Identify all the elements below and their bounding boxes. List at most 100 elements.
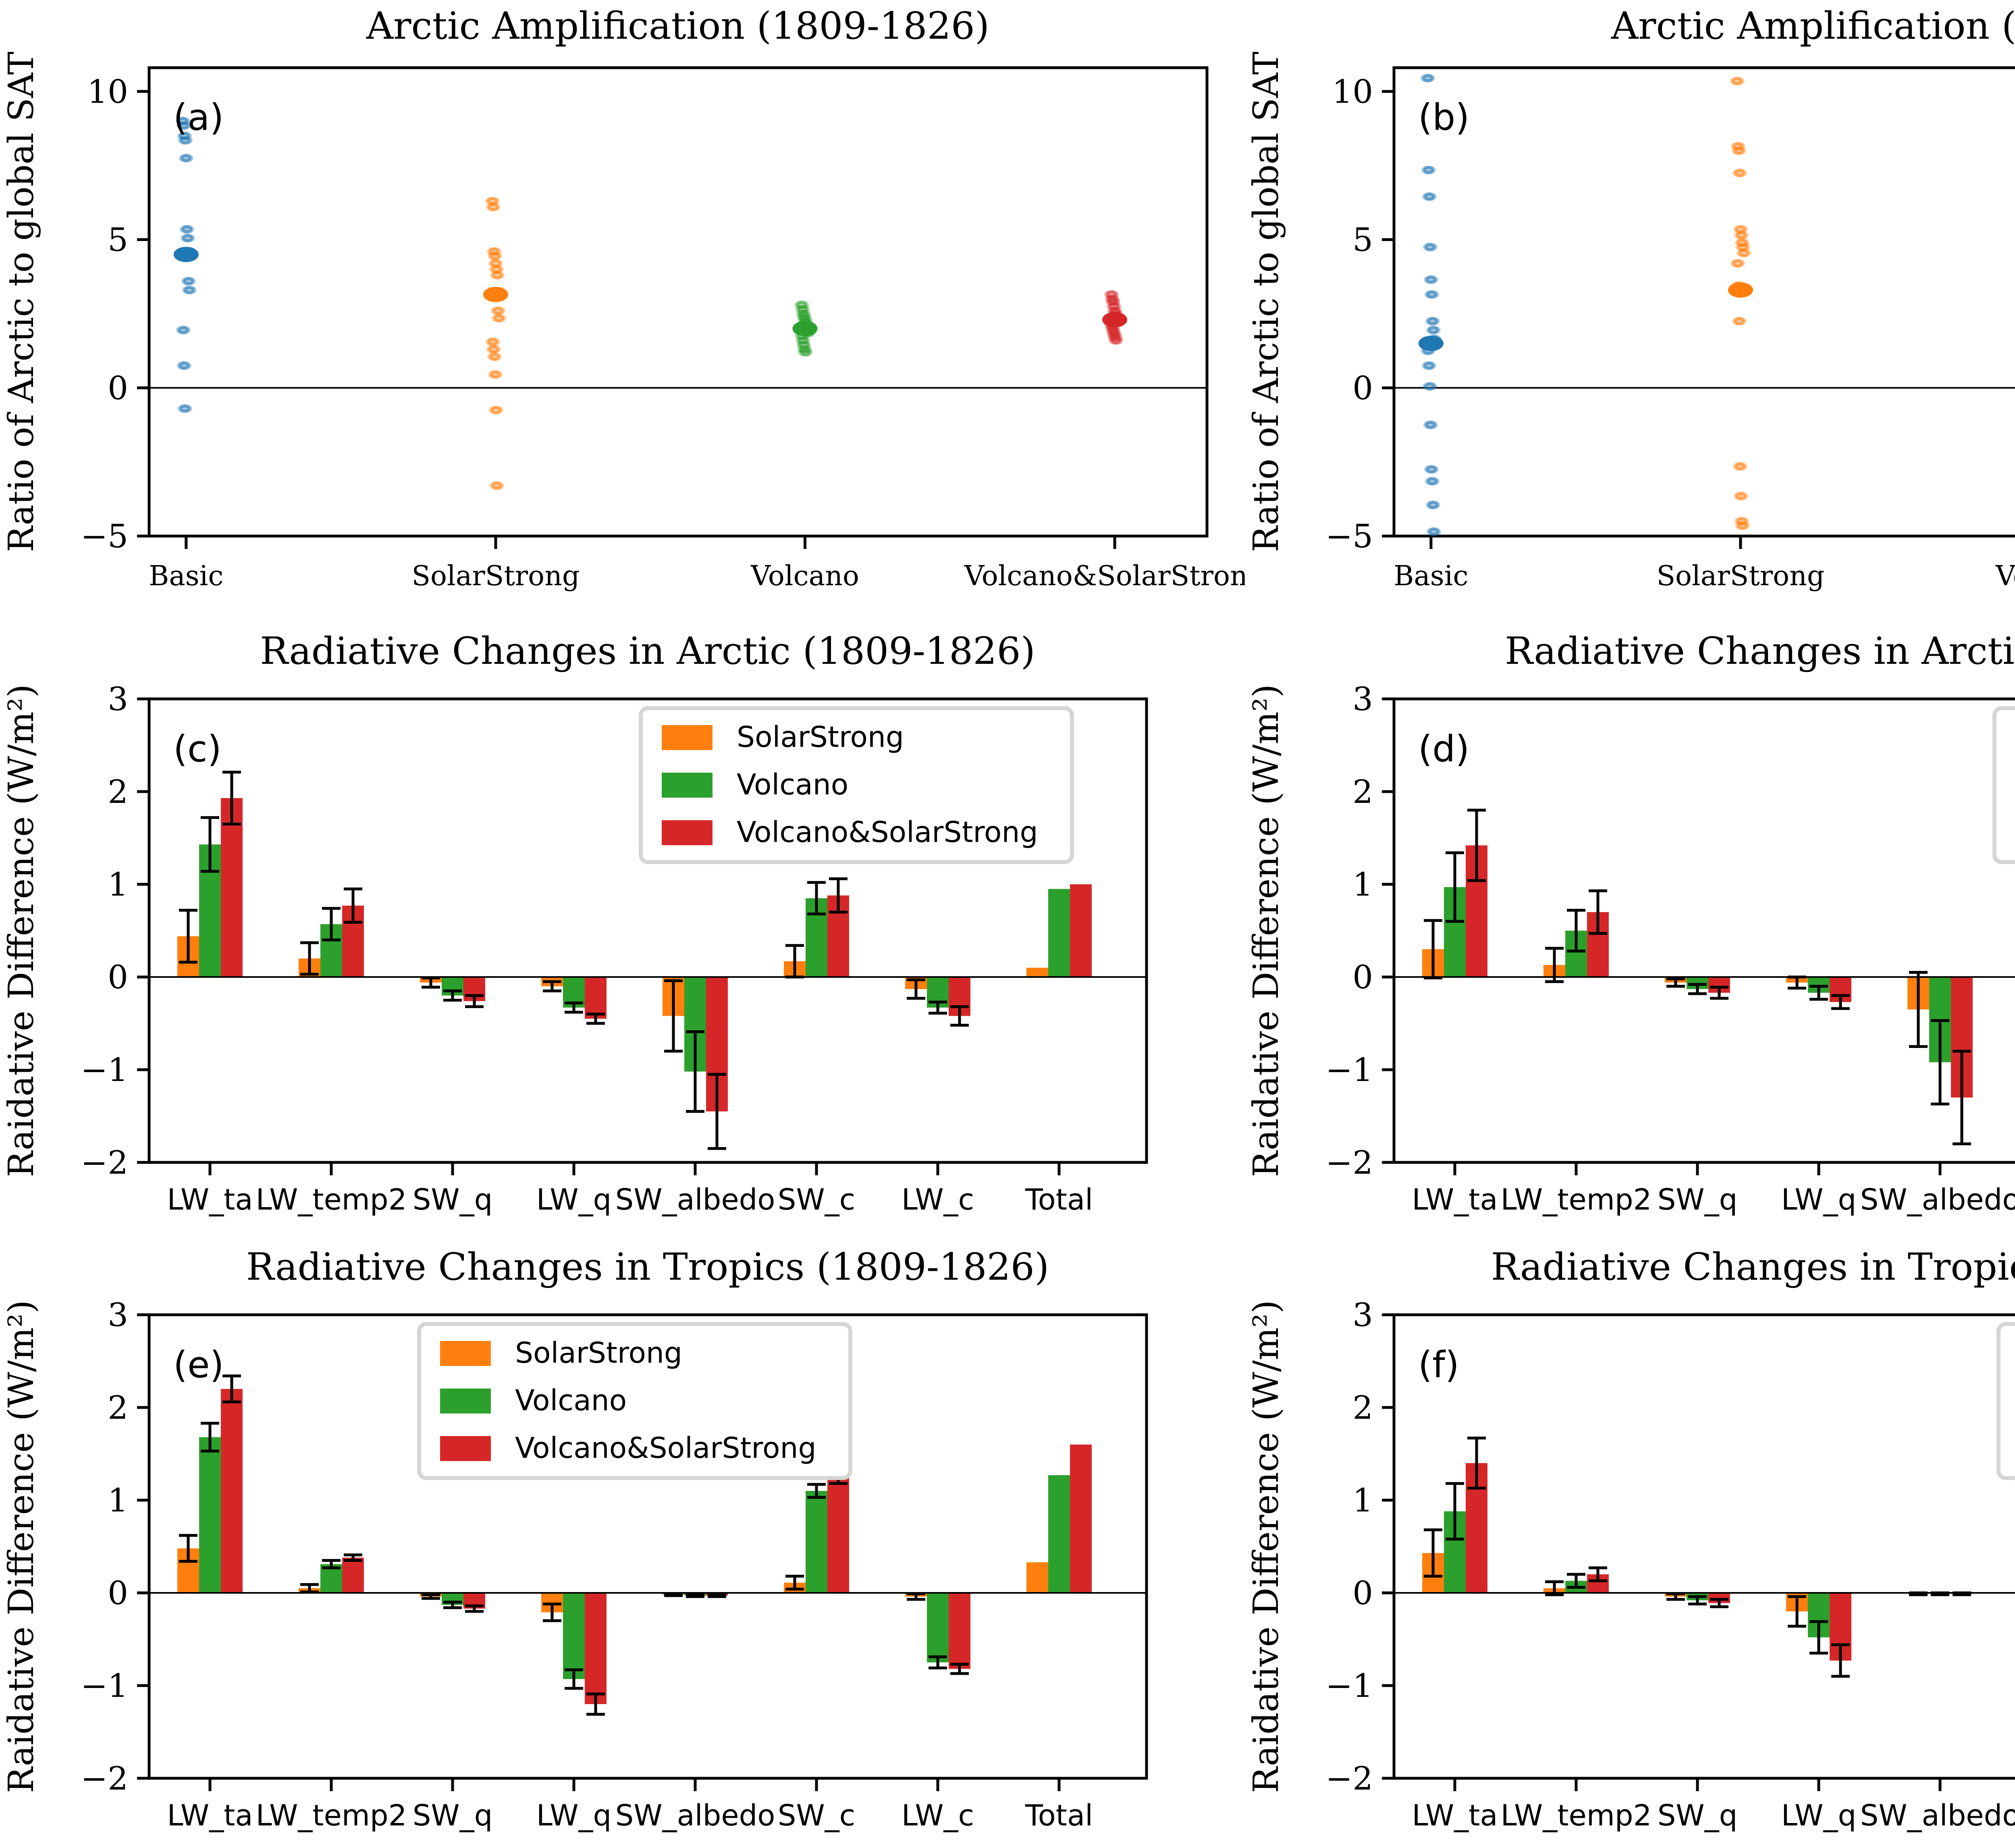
x-tick-label: LW_q [1781,1798,1856,1832]
bar [1048,889,1070,977]
x-tick-label: SW_q [1658,1798,1738,1832]
scatter-point-ring [491,482,503,490]
scatter-point-ring [1428,528,1440,536]
x-tick-label: Volcano [750,560,859,592]
y-tick-label: −2 [81,1144,128,1181]
scatter-point-ring [181,154,192,162]
bar [585,1593,607,1704]
scatter-point-ring [1426,291,1438,299]
x-tick-label: SW_albedo [1860,1183,2015,1216]
y-tick-label: 1 [1352,1482,1373,1519]
plot-box [147,697,1148,1164]
panel-c-chart: Radiative Changes in Arctic (1809-1826) … [1,629,1148,1216]
x-tick-label: Volcano&SolarStrong [964,560,1245,592]
plot-area: −5 0 5 10 Basic SolarStrong Volcano Volcano&Sol… [81,66,1245,592]
panel-title: Radiative Changes in Tropics (1809-1826) [246,1245,1049,1289]
scatter-point-ring [1424,382,1435,391]
plot-box [1392,697,2015,1164]
y-tick-label: 0 [108,369,128,407]
x-tick-label: SW_q [1658,1183,1738,1216]
x-tick-label: LW_ta [167,1798,253,1832]
bar [1048,1475,1070,1593]
panel-letter: (b) [1418,96,1469,139]
legend-swatch [662,773,713,798]
panel-a-chart: Arctic Amplification (1809-1826) Ratio o… [1,4,1245,592]
panel-a: Arctic Amplification (1809-1826) Ratio o… [0,0,1245,616]
panel-d: Radiative Changes in Arctic (1821-1826) … [1245,616,2015,1232]
legend-label: Volcano&SolarStrong [737,815,1038,849]
scatter-point-ring [182,234,193,242]
bar [585,977,607,1019]
bar [806,1491,827,1593]
scatter-point-ring [1425,276,1437,284]
scatter-point-ring [1735,492,1747,500]
panel-b-chart: Arctic Amplification (1821-1826) Ratio o… [1246,4,2015,592]
y-axis-label: Raidative Difference (W/m²) [1246,684,1286,1177]
panel-d-chart: Radiative Changes in Arctic (1821-1826) … [1246,629,2015,1216]
y-tick-label: 0 [1352,958,1373,996]
x-tick-label: LW_temp2 [1501,1183,1652,1216]
y-tick-label: 0 [108,1574,128,1612]
legend-box [639,706,1074,864]
x-tick-label: SW_c [778,1183,855,1216]
scatter-point-ring [179,362,190,370]
scatter-point-ring [1425,421,1436,429]
panel-title: Radiative Changes in Arctic (1821-1826) [1505,629,2015,673]
x-tick-label: Total [1025,1183,1093,1216]
scatter-point-ring [1735,462,1746,470]
scatter-point-ring [493,314,505,322]
panel-title: Arctic Amplification (1821-1826) [1611,4,2015,48]
scatter-point-ring [1734,169,1745,177]
panel-title: Arctic Amplification (1809-1826) [366,4,989,48]
panel-letter: (f) [1418,1344,1459,1386]
bar [1070,884,1092,977]
x-tick-label: Basic [149,560,223,592]
scatter-point-ring [1427,477,1438,485]
y-tick-label: 10 [87,73,128,110]
y-axis-label: Ratio of Arctic to global SAT [1246,52,1286,552]
scatter-point-ring [178,326,189,334]
legend-label: SolarStrong [515,1336,682,1370]
x-tick-label: LW_temp2 [1501,1798,1652,1832]
scatter-point-ring [487,338,499,346]
y-tick-label: 1 [1352,866,1373,903]
bar [827,1477,849,1593]
panel-e: Radiative Changes in Tropics (1809-1826)… [0,1232,1245,1848]
scatter-point-ring [1733,147,1745,155]
y-tick-label: 1 [108,1482,128,1519]
mean-point [1418,335,1444,351]
y-tick-label: 10 [1332,73,1373,110]
x-tick-label: LW_ta [167,1183,253,1216]
bar [221,798,243,977]
x-tick-label: LW_ta [1412,1183,1498,1216]
panel-f: Radiative Changes in Tropics (1821-1826)… [1245,1232,2015,1848]
scatter-point-ring [1738,249,1749,257]
scatter-point-ring [492,271,503,279]
mean-point [173,247,199,262]
panel-letter: (d) [1418,728,1469,770]
scatter-point-ring [1427,317,1438,325]
legend-label: Volcano&SolarStrong [515,1431,816,1465]
legend-swatch [440,1389,491,1414]
y-tick-label: 3 [108,680,128,718]
scatter-point-ring [1423,362,1435,370]
bar [342,1557,364,1593]
scatter-point-ring [1732,259,1743,267]
y-tick-label: −2 [1325,1144,1373,1181]
legend-box [417,1322,852,1480]
scatter-point-ring [180,136,191,144]
x-tick-label: SW_albedo [1860,1798,2015,1832]
plot-area: −2−10123LW_taLW_temp2SW_qLW_qSW_albedoSW… [1325,680,2015,1216]
scatter-point-ring [800,348,811,356]
legend-swatch [662,725,713,750]
bar [927,1593,949,1663]
y-tick-label: 2 [1352,1389,1373,1426]
panel-e-chart: Radiative Changes in Tropics (1809-1826)… [1,1245,1148,1832]
x-tick-label: SW_albedo [615,1798,775,1832]
y-tick-label: 5 [1352,221,1373,259]
x-tick-label: SW_c [778,1798,855,1832]
bar [563,1593,585,1679]
legend-label: SolarStrong [737,720,904,754]
